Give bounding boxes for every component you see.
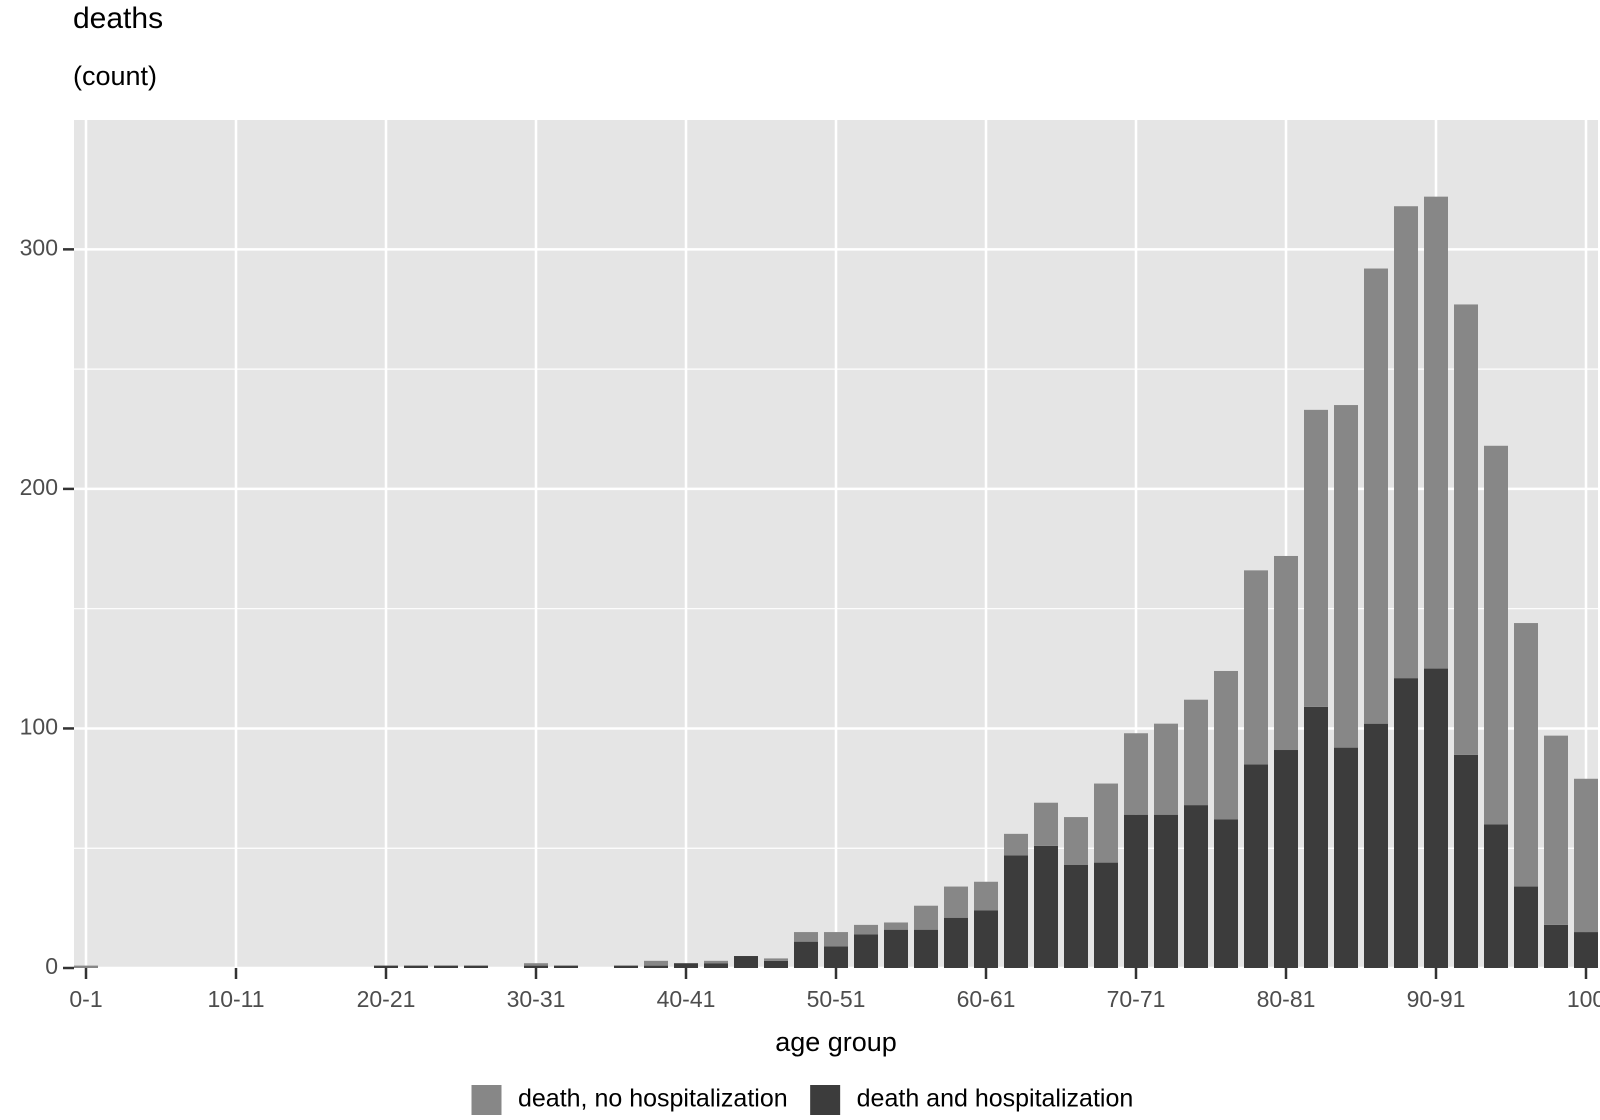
bar-segment <box>1484 824 1508 968</box>
bar-segment <box>1244 570 1268 765</box>
bar-segment <box>794 941 818 968</box>
bar-segment <box>1124 814 1148 968</box>
legend-key <box>470 1084 503 1116</box>
legend-label: death, no hospitalization <box>518 1085 788 1113</box>
bar-segment <box>824 946 848 968</box>
bar-segment <box>1544 924 1568 968</box>
grid <box>74 120 1598 970</box>
bar-segment <box>1154 723 1178 815</box>
bar-segment <box>374 965 398 968</box>
y-tick-label: 100 <box>20 714 58 740</box>
bar-segment <box>884 922 908 930</box>
bar-segment <box>1244 764 1268 968</box>
y-tick-label: 300 <box>20 234 58 260</box>
bar-segment <box>1214 819 1238 968</box>
bar-segment <box>524 965 548 968</box>
x-tick-label: 100 <box>1567 986 1600 1012</box>
axes: 0 100 200 300 0-1 10-11 20-21 30-31 40-41 50-51 60… <box>20 234 1600 1012</box>
x-tick-label: 60-61 <box>957 986 1016 1012</box>
bar-segment <box>1484 445 1508 825</box>
bar-segment <box>854 924 878 935</box>
bar-segment <box>1034 845 1058 968</box>
bar-segment <box>764 958 788 961</box>
bar-segment <box>1004 833 1028 856</box>
bar-segment <box>74 965 98 968</box>
bar-segment <box>1274 555 1298 751</box>
chart-subtitle: (count) <box>73 61 157 91</box>
bar-segment <box>824 932 848 947</box>
y-tick-label: 200 <box>20 474 58 500</box>
x-axis-label: age group <box>775 1027 897 1057</box>
bars <box>74 196 1598 968</box>
legend-key <box>809 1084 842 1116</box>
bar-segment <box>1454 304 1478 755</box>
x-tick-label: 30-31 <box>507 986 566 1012</box>
bar-segment <box>1184 699 1208 806</box>
bar-segment <box>1334 747 1358 968</box>
legend: death, no hospitalization death and hospi… <box>470 1084 1134 1116</box>
bar-segment <box>1184 805 1208 968</box>
bar-segment <box>1544 735 1568 925</box>
bar-segment <box>1154 814 1178 968</box>
bar-segment <box>1004 855 1028 968</box>
bar-segment <box>614 965 638 968</box>
bar-segment <box>1394 678 1418 968</box>
bar-segment <box>1454 754 1478 968</box>
bar-segment <box>1214 670 1238 820</box>
bar-segment <box>704 960 728 964</box>
bar-segment <box>944 917 968 968</box>
bar-segment <box>1064 864 1088 968</box>
x-tick-label: 40-41 <box>657 986 716 1012</box>
legend-label: death and hospitalization <box>857 1085 1134 1113</box>
bar-segment <box>1574 932 1598 968</box>
bar-segment <box>434 965 458 968</box>
y-tick-label: 0 <box>45 953 58 979</box>
bar-segment <box>974 881 998 911</box>
x-tick-label: 80-81 <box>1257 986 1316 1012</box>
x-tick-label: 20-21 <box>357 986 416 1012</box>
bar-segment <box>1094 862 1118 968</box>
bar-segment <box>1364 268 1388 724</box>
bar-segment <box>914 929 938 968</box>
chart-title: deaths <box>73 2 163 35</box>
x-tick-label: 70-71 <box>1107 986 1166 1012</box>
x-tick-label: 0-1 <box>69 986 102 1012</box>
x-tick-label: 90-91 <box>1407 986 1466 1012</box>
bar-segment <box>1304 409 1328 707</box>
bar-segment <box>674 963 698 968</box>
bar-segment <box>764 960 788 968</box>
bar-segment <box>1574 778 1598 933</box>
bar-segment <box>644 960 668 966</box>
bar-segment <box>734 956 758 968</box>
bar-segment <box>1064 817 1088 865</box>
bar-segment <box>1334 405 1358 748</box>
x-tick-label: 50-51 <box>807 986 866 1012</box>
bar-segment <box>1304 706 1328 968</box>
bar-segment <box>1424 196 1448 669</box>
bar-segment <box>554 965 578 968</box>
bar-segment <box>464 965 488 968</box>
bar-segment <box>944 886 968 918</box>
bar-segment <box>644 965 668 968</box>
bar-segment <box>1274 750 1298 968</box>
bar-segment <box>974 910 998 968</box>
bar-segment <box>854 934 878 968</box>
bar-segment <box>1514 886 1538 968</box>
bar-segment <box>884 929 908 968</box>
bar-segment <box>1094 783 1118 863</box>
bar-segment <box>1514 623 1538 887</box>
bar-segment <box>794 932 818 942</box>
bar-segment <box>524 963 548 966</box>
bar-segment <box>1364 723 1388 968</box>
bar-segment <box>1394 206 1418 679</box>
bar-segment <box>1034 802 1058 846</box>
bar-segment <box>704 963 728 968</box>
bar-segment <box>914 905 938 930</box>
bar-segment <box>404 965 428 968</box>
bar-segment <box>1124 733 1148 815</box>
x-tick-label: 10-11 <box>207 986 264 1012</box>
bar-segment <box>1424 668 1448 968</box>
